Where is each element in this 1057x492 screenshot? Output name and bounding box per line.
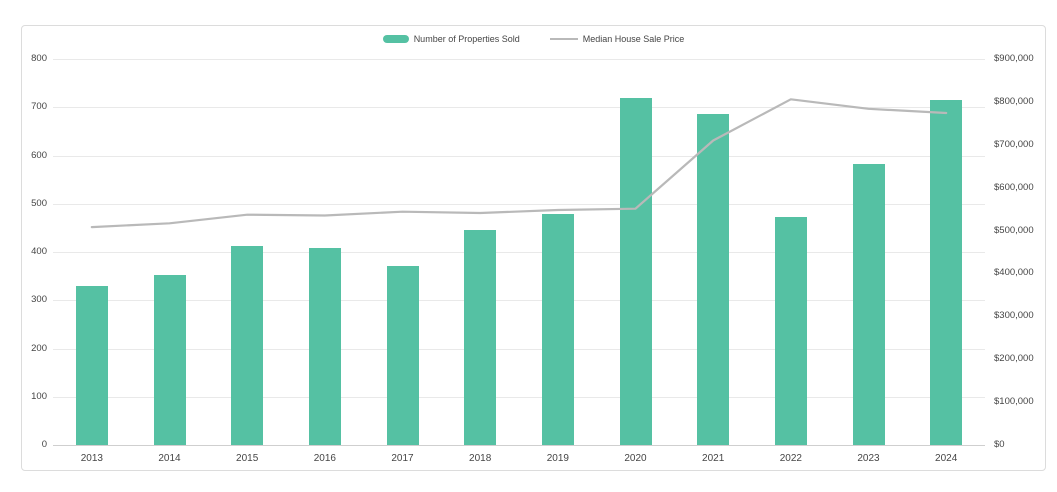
left-axis-tick-label: 500 — [31, 197, 47, 209]
x-axis-label-2023: 2023 — [857, 453, 880, 464]
left-axis-tick-label: 100 — [31, 390, 47, 402]
legend-label-properties-sold: Number of Properties Sold — [413, 34, 520, 44]
chart-frame: Number of Properties Sold Median House S… — [21, 25, 1046, 471]
bar-2023 — [852, 163, 885, 445]
x-axis-label-2018: 2018 — [469, 453, 492, 464]
x-axis-line — [53, 445, 985, 446]
x-axis-label-2019: 2019 — [546, 453, 569, 464]
bar-2021 — [697, 114, 730, 445]
right-axis-tick-label: $500,000 — [994, 224, 1034, 236]
bar-2018 — [464, 229, 497, 445]
left-axis-tick-label: 700 — [31, 101, 47, 113]
bar-2014 — [153, 275, 186, 445]
right-axis-tick-label: $400,000 — [994, 267, 1034, 279]
bar-series-swatch-icon — [382, 35, 409, 43]
gridline — [53, 252, 985, 253]
legend-item-median-price: Median House Sale Price — [549, 34, 685, 44]
left-axis-tick-label: 400 — [31, 246, 47, 257]
x-axis-label-2021: 2021 — [702, 453, 725, 464]
line-series-swatch-icon — [549, 38, 578, 40]
bar-2016 — [308, 247, 341, 445]
gridline — [53, 59, 985, 60]
bar-2024 — [930, 100, 963, 445]
bar-2022 — [774, 216, 807, 445]
x-axis-label-2013: 2013 — [80, 453, 103, 464]
right-axis-tick-label: $300,000 — [994, 310, 1034, 322]
gridline — [53, 396, 985, 398]
left-axis-tick-label: 200 — [31, 342, 47, 354]
x-axis-label-2020: 2020 — [624, 453, 647, 464]
right-axis-tick-label: $900,000 — [994, 53, 1034, 64]
x-axis-label-2016: 2016 — [313, 453, 336, 464]
gridline — [53, 348, 985, 350]
legend-item-properties-sold: Number of Properties Sold — [382, 34, 520, 44]
x-axis-label-2015: 2015 — [236, 453, 259, 464]
bar-2020 — [619, 97, 652, 445]
bar-2013 — [75, 286, 108, 445]
legend: Number of Properties Sold Median House S… — [22, 34, 1045, 44]
left-axis-tick-label: 300 — [31, 294, 47, 306]
right-axis-tick-label: $700,000 — [994, 138, 1034, 150]
gridline — [53, 107, 985, 109]
x-axis-label-2022: 2022 — [779, 453, 802, 464]
x-axis-label-2024: 2024 — [935, 453, 958, 464]
bar-2015 — [231, 246, 264, 445]
bar-2017 — [386, 266, 419, 445]
gridline — [53, 203, 985, 205]
left-axis-tick-label: 800 — [31, 53, 47, 64]
x-axis-label-2017: 2017 — [391, 453, 414, 464]
left-axis-tick-label: 0 — [41, 439, 47, 450]
right-axis-tick-label: $0 — [994, 439, 1005, 450]
x-axis-label-2014: 2014 — [158, 453, 181, 464]
right-axis-tick-label: $100,000 — [994, 396, 1034, 408]
right-axis-tick-label: $600,000 — [994, 181, 1034, 193]
legend-label-median-price: Median House Sale Price — [582, 34, 685, 44]
gridline — [53, 155, 985, 157]
bar-2019 — [541, 214, 574, 445]
right-axis-tick-label: $200,000 — [994, 353, 1034, 365]
left-axis-tick-label: 600 — [31, 149, 47, 161]
right-axis-tick-label: $800,000 — [994, 95, 1034, 107]
gridline — [53, 300, 985, 302]
